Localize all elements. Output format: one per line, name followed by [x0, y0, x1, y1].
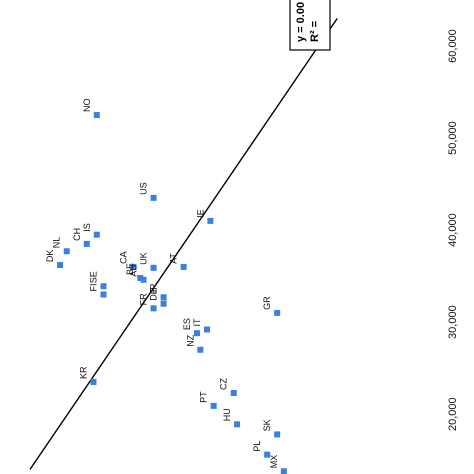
point-label-pt: PT — [199, 391, 209, 403]
point-at — [180, 263, 187, 270]
point-label-be: BE — [125, 263, 135, 275]
point-dk — [57, 262, 64, 269]
x-tick-label: 60,000 — [447, 29, 459, 63]
trendline — [29, 18, 338, 470]
point-fi — [100, 291, 107, 298]
point-us — [150, 194, 157, 201]
point-ca — [130, 263, 137, 270]
point-es — [194, 330, 200, 337]
point-label-nz: NZ — [185, 334, 195, 346]
point-au — [140, 276, 147, 283]
point-se — [100, 283, 107, 290]
point-label-au: AU — [129, 264, 139, 277]
x-tick-label: 50,000 — [447, 121, 459, 155]
point-label-uk: UK — [139, 252, 149, 265]
point-jp — [160, 294, 167, 301]
point-label-fi: FI — [88, 284, 98, 292]
point-label-no: NO — [82, 99, 92, 113]
point-no — [93, 112, 100, 119]
point-label-ca: CA — [119, 251, 129, 264]
x-tick-label: 40,000 — [447, 213, 459, 247]
point-hu — [234, 421, 241, 428]
equation-line-2: R² = — [309, 21, 321, 42]
point-de — [160, 300, 167, 307]
point-nz — [197, 346, 204, 353]
point-gr — [274, 309, 281, 316]
x-tick-label: 20,000 — [447, 397, 459, 431]
point-fr — [150, 305, 157, 312]
point-label-kr: KR — [78, 366, 88, 379]
point-is — [93, 231, 100, 238]
point-label-es: ES — [182, 318, 192, 330]
point-label-ie: IE — [195, 209, 205, 218]
point-label-cz: CZ — [219, 378, 229, 390]
point-label-jp: JP — [149, 284, 159, 295]
point-ie — [207, 217, 214, 224]
point-ch — [83, 240, 90, 247]
point-label-mx: MX — [269, 455, 279, 469]
point-cz — [230, 390, 237, 397]
point-label-de: DE — [149, 288, 159, 301]
point-pt — [210, 402, 217, 409]
point-pl — [264, 451, 271, 458]
equation-box: y = 0.00 R² = — [289, 0, 331, 51]
point-label-ch: CH — [72, 228, 82, 241]
point-label-at: AT — [169, 253, 179, 264]
point-label-us: US — [139, 182, 149, 195]
point-label-pl: PL — [252, 441, 262, 452]
point-uk — [150, 264, 157, 271]
equation-line-1: y = 0.00 — [295, 2, 307, 42]
point-label-it: IT — [192, 318, 202, 327]
point-mx — [280, 468, 287, 474]
point-label-nl: NL — [52, 237, 62, 249]
point-label-dk: DK — [45, 250, 55, 263]
point-it — [204, 326, 211, 333]
point-sk — [274, 431, 281, 438]
point-nl — [63, 248, 70, 255]
point-label-is: IS — [82, 223, 92, 232]
point-label-hu: HU — [222, 408, 232, 421]
point-be — [137, 274, 144, 281]
point-label-se: SE — [88, 271, 98, 283]
x-tick-label: 30,000 — [447, 305, 459, 339]
point-label-fr: FR — [139, 293, 149, 305]
point-label-gr: GR — [262, 296, 272, 310]
point-kr — [90, 378, 97, 385]
point-label-sk: SK — [262, 419, 272, 431]
